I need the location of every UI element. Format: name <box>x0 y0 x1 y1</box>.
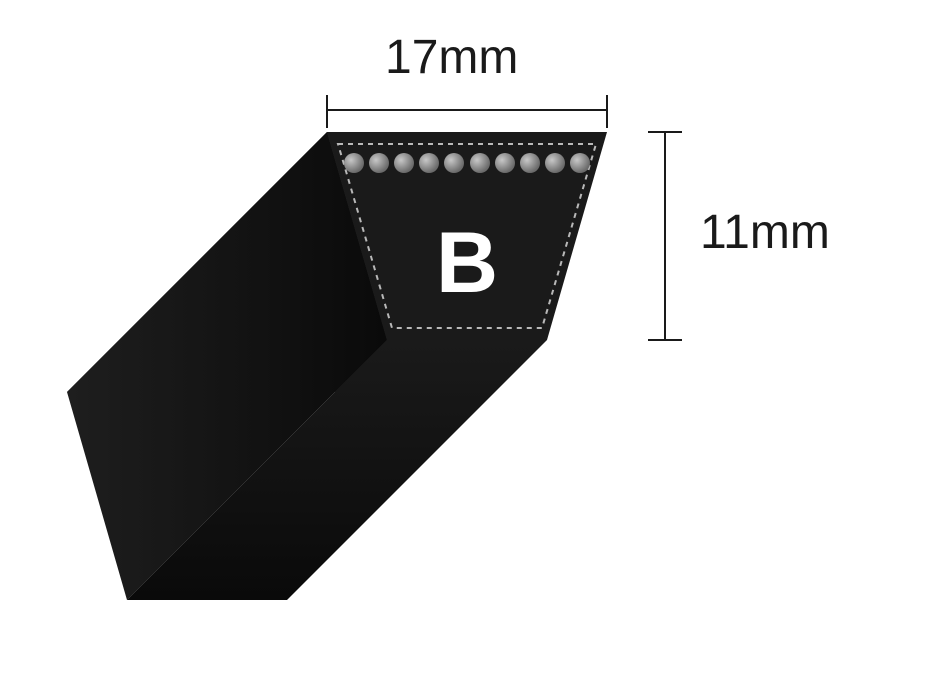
width-dimension-bracket <box>327 95 607 128</box>
width-dimension-label: 17mm <box>385 30 518 85</box>
height-dimension-bracket <box>648 132 682 340</box>
belt-svg: B <box>0 0 933 700</box>
belt-type-letter: B <box>436 215 498 311</box>
height-dimension-label: 11mm <box>700 205 830 260</box>
belt-diagram-container: 17mm 11mm <box>0 0 933 700</box>
